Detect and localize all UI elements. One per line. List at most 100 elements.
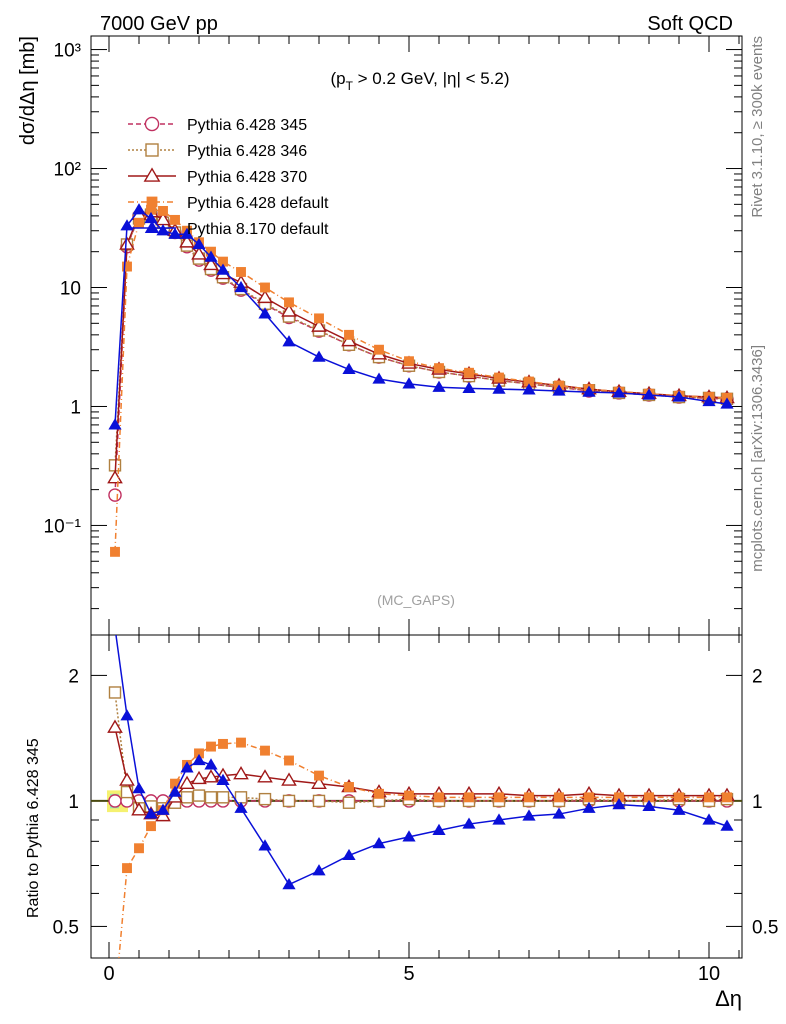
series-4-ratio-point [236,737,246,748]
series-4-ratio-point [704,792,714,803]
x-tick-label: 5 [403,963,414,985]
series-1-main-point [108,488,122,502]
series-4-main-point [434,363,444,374]
series-5-main-point [258,307,272,319]
series-5-ratio-point [156,803,170,815]
series-4-main-point [110,546,120,557]
series-5-main-point [612,386,626,398]
series-5-ratio-point [144,807,158,819]
series-4-ratio-point [404,790,414,801]
series-3-ratio-point [131,802,147,816]
ratio-y-tick-label: 2 [68,666,79,687]
series-2-ratio-point [258,792,272,806]
series-5-main-point [582,385,596,397]
legend-label: Pythia 6.428 370 [187,169,307,186]
series-3-ratio-point [281,772,297,786]
series-5-main-point [522,383,536,395]
series-5-main-point [402,377,416,389]
series-3-main-point [191,246,207,260]
x-axis: 0 5 10 [103,36,740,985]
series-5-ratio-point [522,809,536,821]
series-3-main-point [311,318,327,332]
series-5-main-point [282,335,296,347]
series-5-main-point [132,203,146,215]
series-4-main-point [344,329,354,340]
series-5-main-point [108,418,122,430]
series-4-main-point [284,297,294,308]
series-5-ratio-point [432,823,446,835]
series-1-ratio-point [108,794,122,808]
series-3-ratio-point [203,769,219,783]
series-4-main-point [170,214,180,225]
series-4-main-point [260,282,270,293]
series-5-main-point [432,380,446,392]
series-5-ratio-point [720,819,734,831]
legend-label: Pythia 6.428 default [187,195,329,212]
series-5-main-point [372,372,386,384]
main-series-layer [107,203,735,557]
legend-label: Pythia 8.170 default [187,221,329,238]
series-5-main-point [702,394,716,407]
series-4-ratio-point [194,748,204,759]
series-4-ratio-point [284,755,294,766]
cut-annotation: (pT > 0.2 GeV, |η| < 5.2) [330,69,509,93]
series-5-ratio-point [402,830,416,842]
series-4-main-line [114,209,728,552]
series-4-main-point [158,205,168,216]
series-5-main-point [312,350,326,362]
series-5-ratio [108,621,734,890]
x-axis-label: Δη [715,986,742,1011]
series-4-main-point [218,256,228,267]
side-label-top: Rivet 3.1.10, ≥ 300k events [749,36,766,218]
series-3-ratio-point [257,769,273,783]
ratio-y-tick-label: 0.5 [53,917,79,938]
x-tick-label: 10 [698,963,720,985]
series-3-main-point [281,303,297,317]
series-5-main-point [234,280,248,293]
series-5-main-point [462,381,476,393]
series-4-main-point [134,217,144,228]
series-4-main-point [122,261,132,272]
series-4-main-point [374,344,384,355]
series-4-ratio-point [260,745,270,756]
series-5-ratio-point [108,621,121,632]
series-5-main-point [216,263,230,275]
series-5-main-point [204,250,218,262]
series-4-ratio-point [494,792,504,803]
series-5-ratio-point [462,817,476,829]
ratio-plot-frame [90,634,743,959]
side-label-bottom: mcplots.cern.ch [arXiv:1306.3436] [749,345,766,572]
main-y-axis: 10⁻¹ 1 10 10² 10³ [44,41,742,610]
series-5-ratio-point [216,773,230,786]
series-2-ratio-point [180,791,194,804]
series-1-main [108,206,734,502]
legend-marker [144,116,160,132]
series-5-ratio-point [204,758,218,770]
series-5-ratio-point [258,839,272,851]
series-3-main-point [341,333,357,347]
series-4-main-point [236,267,246,277]
series-3-ratio-point [191,770,207,785]
series-4-ratio-point [344,782,354,792]
series-5-ratio-point [120,709,134,721]
series-5-main-point [642,388,656,400]
series-5-main-line [114,208,728,425]
series-3-ratio-point [119,772,135,786]
series-4-main-point [494,372,504,383]
series-4-ratio-point [110,997,120,1007]
series-5-main-point [342,362,356,375]
legend-label: Pythia 6.428 345 [187,117,307,134]
series-5-ratio-point [234,801,248,813]
series-5-main-point [156,224,170,236]
series-5-ratio-point [642,799,656,812]
series-5-ratio-point [168,785,182,797]
series-5-ratio-point [312,864,326,876]
series-5-main-point [720,397,734,409]
series-5-ratio-point [282,877,296,890]
series-5-main-point [180,227,194,239]
main-y-tick-label: 10² [54,160,81,181]
series-4-ratio-point [584,792,594,803]
series-4-ratio-point [554,792,564,803]
ratio-series-layer [107,621,735,1007]
